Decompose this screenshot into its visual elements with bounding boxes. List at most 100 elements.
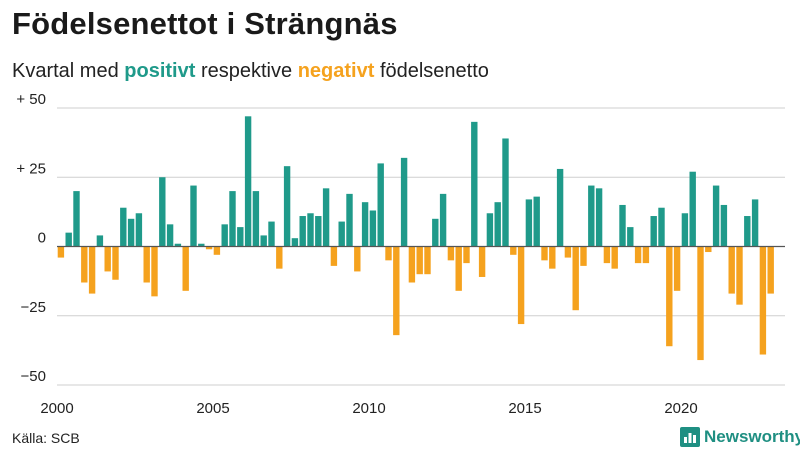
y-tick-label: + 50 xyxy=(16,91,46,108)
bar xyxy=(517,246,525,325)
bar xyxy=(705,246,712,253)
bars xyxy=(57,116,774,361)
bar xyxy=(673,246,681,291)
bar xyxy=(759,246,767,355)
bar xyxy=(198,243,205,247)
bar xyxy=(767,246,774,294)
bar xyxy=(634,246,642,264)
bar xyxy=(229,191,236,247)
x-tick-label: 2000 xyxy=(40,400,73,417)
bar xyxy=(291,238,299,247)
bar xyxy=(73,191,80,247)
bar xyxy=(588,185,595,247)
bar xyxy=(572,246,579,311)
chart-title: Födelsenettot i Strängnäs xyxy=(12,6,398,41)
bar xyxy=(627,227,634,247)
bar xyxy=(88,246,96,294)
bar xyxy=(541,246,548,261)
source-note: Källa: SCB xyxy=(12,430,80,446)
bar xyxy=(151,246,158,297)
bar xyxy=(143,246,150,283)
bar xyxy=(439,193,447,247)
bar xyxy=(237,227,244,247)
bar xyxy=(580,246,587,266)
bar xyxy=(315,216,322,247)
y-axis: + 50 + 25 0 −25 −50 xyxy=(16,91,46,385)
bar xyxy=(486,213,494,247)
chart-subtitle: Kvartal med positivt respektive negativt… xyxy=(12,60,489,83)
bar xyxy=(369,210,377,247)
bar xyxy=(595,188,603,247)
bar xyxy=(127,218,135,247)
bar xyxy=(268,221,275,247)
x-tick-label: 2010 xyxy=(352,400,385,417)
bar xyxy=(166,224,174,247)
subtitle-prefix: Kvartal med xyxy=(12,60,119,82)
bar xyxy=(728,246,735,294)
bar xyxy=(510,246,517,255)
bar xyxy=(120,207,127,247)
bar xyxy=(650,216,657,247)
bar xyxy=(697,246,704,361)
bar xyxy=(354,246,361,272)
bar xyxy=(455,246,462,291)
bar xyxy=(603,246,611,264)
bar xyxy=(751,199,759,247)
bar xyxy=(385,246,392,261)
bar xyxy=(744,216,751,247)
bar xyxy=(104,246,111,272)
bar xyxy=(666,246,673,347)
bar xyxy=(307,213,314,247)
gridlines xyxy=(57,107,785,386)
bar xyxy=(135,213,143,247)
bar xyxy=(252,191,260,247)
bar xyxy=(525,199,533,247)
bar xyxy=(221,224,228,247)
subtitle-suffix: födelsenetto xyxy=(379,60,489,82)
bar xyxy=(478,246,486,277)
bar xyxy=(533,196,540,247)
bar xyxy=(642,246,650,264)
bar xyxy=(556,168,564,247)
bar xyxy=(393,246,400,336)
bar xyxy=(65,232,72,247)
bar xyxy=(174,243,182,247)
bar xyxy=(276,246,283,269)
bar xyxy=(112,246,119,280)
bar xyxy=(471,121,478,247)
bar xyxy=(447,246,455,261)
x-tick-label: 2020 xyxy=(664,400,697,417)
bar xyxy=(736,246,743,305)
bar xyxy=(400,157,408,247)
bar xyxy=(549,246,556,269)
y-tick-label: −25 xyxy=(21,299,46,316)
subtitle-middle: respektive xyxy=(200,60,293,82)
bar xyxy=(182,246,189,291)
y-tick-label: −50 xyxy=(21,368,46,385)
bar xyxy=(283,166,291,247)
bar xyxy=(611,246,618,269)
bar xyxy=(205,246,213,250)
y-tick-label: 0 xyxy=(38,230,46,247)
bar xyxy=(494,202,501,247)
bar xyxy=(213,246,221,255)
brand-name: Newsworthy xyxy=(704,427,800,446)
bar xyxy=(463,246,470,264)
bar xyxy=(330,246,338,266)
bar xyxy=(377,163,384,247)
bar xyxy=(712,185,720,247)
bar xyxy=(190,185,197,247)
bar xyxy=(299,216,306,247)
newsworthy-bar-icon xyxy=(680,427,700,447)
x-tick-label: 2005 xyxy=(196,400,229,417)
subtitle-positive-word: positivt xyxy=(124,60,196,82)
bar xyxy=(416,246,423,275)
bar xyxy=(159,177,166,247)
bar xyxy=(502,138,509,247)
bar xyxy=(81,246,88,283)
bar xyxy=(619,204,626,247)
x-axis: 2000 2005 2010 2015 2020 xyxy=(40,400,697,417)
bar xyxy=(244,116,252,247)
bar xyxy=(361,202,369,247)
